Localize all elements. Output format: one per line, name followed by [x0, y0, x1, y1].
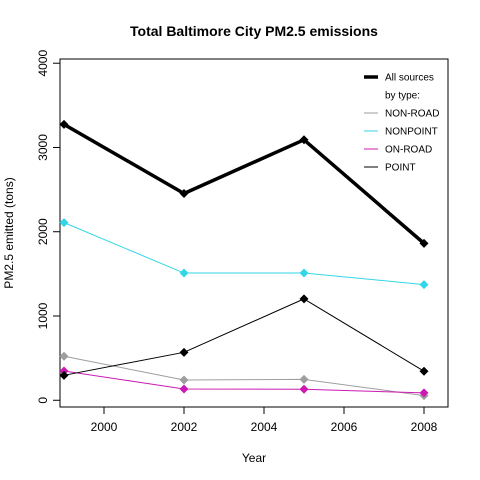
legend-label: NON-ROAD: [385, 109, 439, 120]
legend-subheading: by type:: [385, 91, 420, 102]
data-point: [419, 280, 429, 290]
x-tick-label: 2000: [91, 420, 118, 434]
data-point: [179, 268, 189, 278]
series-layer: [59, 119, 429, 401]
data-point: [59, 351, 69, 361]
data-point: [59, 218, 69, 228]
x-axis: 2000 2002 2004 2006 2008: [91, 406, 438, 434]
data-point: [179, 188, 189, 198]
x-tick-label: 2002: [171, 420, 198, 434]
x-tick-label: 2008: [411, 420, 438, 434]
data-point: [299, 268, 309, 278]
series-line: [63, 298, 425, 376]
data-point: [419, 238, 429, 248]
data-point: [419, 388, 429, 398]
series-line: [63, 222, 425, 286]
legend-label: POINT: [385, 163, 416, 174]
y-axis: 0 1000 2000 3000 4000: [36, 50, 61, 404]
series-line: [63, 355, 425, 397]
data-point: [59, 119, 69, 129]
series-line: [63, 122, 426, 245]
y-tick-label: 2000: [36, 218, 50, 245]
y-tick-label: 3000: [36, 134, 50, 161]
x-tick-label: 2004: [251, 420, 278, 434]
data-point: [179, 347, 189, 357]
x-tick-label: 2006: [331, 420, 358, 434]
series-line: [63, 370, 425, 394]
y-axis-title: PM2.5 emitted (tons): [2, 177, 16, 288]
legend-label: ON-ROAD: [385, 145, 432, 156]
data-point: [299, 374, 309, 384]
y-tick-label: 4000: [36, 50, 50, 77]
y-tick-label: 0: [36, 397, 50, 404]
data-point: [419, 366, 429, 376]
x-axis-title: Year: [242, 451, 266, 465]
legend-label: NONPOINT: [385, 127, 438, 138]
data-point: [299, 294, 309, 304]
legend: All sources by type: NON-ROAD NONPOINT ON-RO…: [364, 73, 439, 174]
data-point: [179, 384, 189, 394]
legend-label: All sources: [385, 73, 434, 84]
data-point: [299, 135, 309, 145]
data-point: [179, 375, 189, 385]
data-point: [59, 370, 69, 380]
y-tick-label: 1000: [36, 302, 50, 329]
chart-title: Total Baltimore City PM2.5 emissions: [130, 23, 378, 39]
data-point: [299, 384, 309, 394]
